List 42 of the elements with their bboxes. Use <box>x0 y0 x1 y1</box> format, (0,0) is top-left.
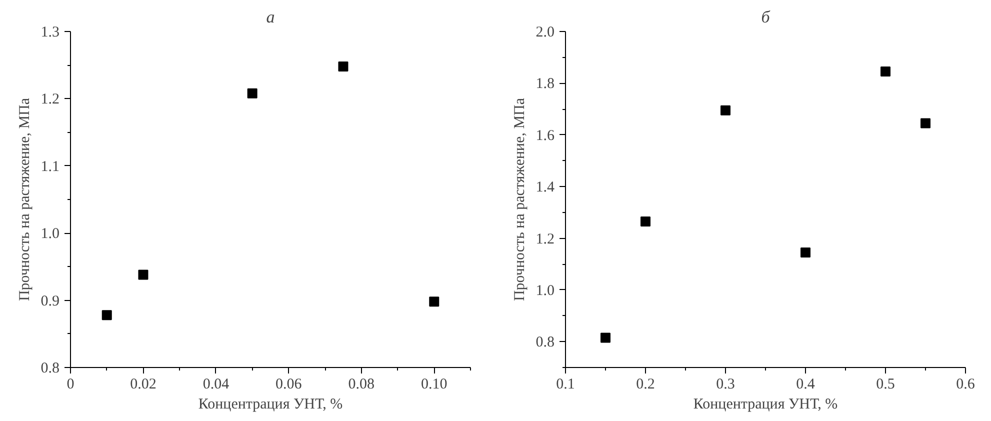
x-tick-label: 0.1 <box>556 376 575 392</box>
point <box>800 247 810 258</box>
y-axis-title: Прочность на растяжение, МПа <box>512 98 528 302</box>
point <box>920 118 930 128</box>
point <box>429 296 440 307</box>
y-tick-label: 1.6 <box>536 128 555 144</box>
point <box>138 270 148 280</box>
point <box>600 332 610 343</box>
x-tick-label: 0.08 <box>348 376 375 392</box>
x-tick-label: 0.3 <box>716 376 735 392</box>
y-tick-label: 1.1 <box>40 158 60 175</box>
x-tick-label: 0.5 <box>876 376 895 392</box>
x-axis-title: Концентрация УНТ, % <box>693 396 838 412</box>
x-tick-label: 0.2 <box>636 376 655 392</box>
y-tick-label: 1.2 <box>40 92 60 108</box>
x-tick-label: 0.4 <box>796 376 816 392</box>
x-tick-label: 0 <box>66 376 74 392</box>
y-tick-label: 1.2 <box>536 231 554 248</box>
x-axis-title: Концентрация УНТ, % <box>198 396 343 412</box>
x-tick-label: 0.02 <box>130 376 156 392</box>
y-tick-label: 1.4 <box>536 180 555 196</box>
y-tick-label: 1.8 <box>536 76 554 92</box>
y-tick-label: 0.9 <box>40 293 60 310</box>
point <box>880 66 890 77</box>
x-tick-label: 0.6 <box>956 376 976 392</box>
y-axis-title: Прочность на растяжение, МПа <box>16 98 33 302</box>
point <box>640 216 650 226</box>
y-tick-label: 2.0 <box>536 24 554 40</box>
y-tick-label: 1.3 <box>40 24 60 40</box>
x-tick-label: 0.04 <box>202 376 230 392</box>
x-tick-label: 0.10 <box>421 376 448 392</box>
y-tick-label: 1.0 <box>40 226 60 242</box>
point <box>102 310 112 320</box>
y-tick-label: 1.0 <box>536 282 554 299</box>
chart-title: а <box>266 8 275 26</box>
y-tick-label: 0.8 <box>40 360 60 376</box>
chart-title: б <box>761 8 770 26</box>
point <box>720 105 730 116</box>
point <box>338 61 348 72</box>
x-tick-label: 0.06 <box>276 376 302 392</box>
point <box>247 88 258 98</box>
y-tick-label: 0.8 <box>536 334 554 351</box>
